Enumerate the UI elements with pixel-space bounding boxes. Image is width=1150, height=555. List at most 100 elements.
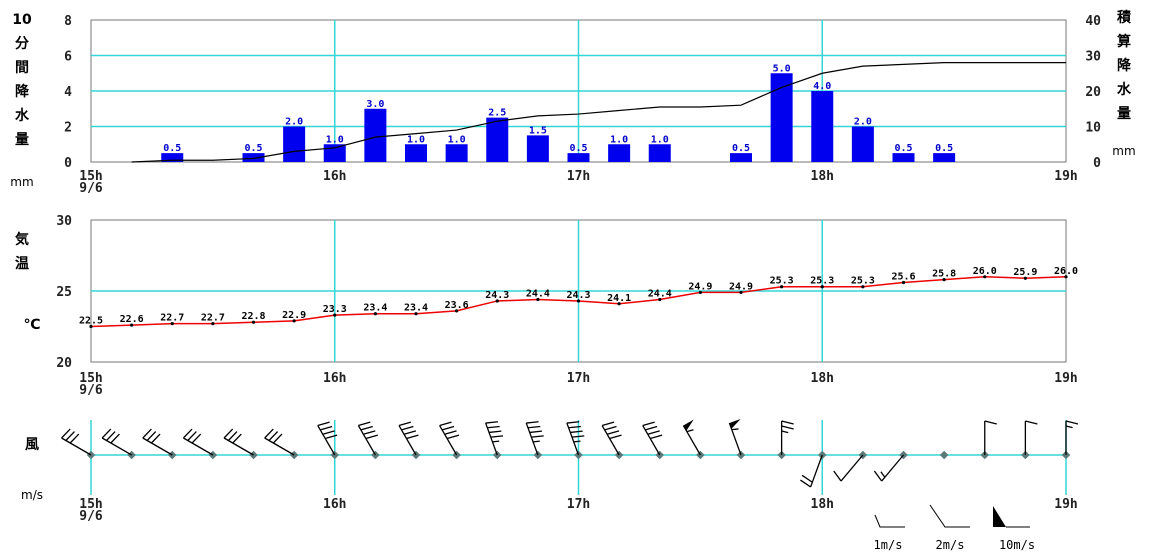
precipitation-date-label: 9/6: [79, 181, 103, 196]
precipitation-x-tick: 18h: [811, 169, 834, 184]
wind-barb-full: [606, 430, 620, 435]
cumulative-precipitation-label-char: 水: [1117, 81, 1132, 98]
wind-barb-full: [650, 434, 663, 440]
wind-barb-full: [101, 428, 112, 439]
wind-barb-full: [601, 421, 615, 427]
temperature-x-tick-labels: 15h 16h 17h 18h 19h 9/6: [79, 371, 1077, 398]
temperature-point: [333, 313, 337, 317]
precipitation-bar: [405, 144, 427, 162]
wind-x-tick: 17h: [567, 497, 590, 512]
temperature-value-label: 25.8: [932, 269, 956, 280]
wind-barb-full: [65, 431, 75, 441]
precipitation-bars: [161, 73, 956, 162]
temperature-value-label: 23.3: [323, 304, 347, 315]
wind-barb-full: [110, 433, 120, 444]
temperature-axis-label: 気温: [15, 231, 29, 272]
wind-barb-full: [444, 430, 457, 435]
precipitation-bar-label: 0.5: [935, 143, 953, 154]
temperature-unit: ℃: [24, 317, 41, 333]
temperature-point: [455, 309, 459, 313]
wind-barb-full: [223, 428, 234, 439]
wind-barb-full: [647, 430, 660, 435]
wind-barb-full: [490, 435, 504, 438]
wind-x-tick: 19h: [1054, 497, 1077, 512]
temperature-panel: 22.5 22.6 22.7 22.7 22.8 22.9 23.3 23.4 23.4 23.6…: [15, 214, 1078, 398]
precipitation-bar-label: 0.5: [244, 143, 262, 154]
precipitation-bar: [323, 144, 346, 162]
temperature-point: [1064, 275, 1068, 279]
temperature-point: [576, 299, 581, 303]
temperature-tick: 25: [56, 285, 72, 300]
temperature-value-label: 22.6: [120, 314, 144, 325]
temperature-x-tick: 18h: [811, 371, 834, 386]
precipitation-right-tick: 10: [1085, 121, 1101, 136]
temperature-point: [983, 275, 987, 279]
legend-barb-1ms: [874, 514, 905, 528]
wind-barb-full: [568, 425, 581, 429]
precipitation-x-tick: 19h: [1054, 169, 1077, 184]
precipitation-right-tick: 20: [1085, 85, 1101, 100]
temperature-x-tick: 16h: [323, 371, 346, 386]
wind-barb-full: [320, 425, 333, 431]
wind-barb-full: [182, 428, 193, 439]
precipitation-bar-label: 5.0: [773, 63, 791, 74]
precipitation-bar-label: 0.5: [732, 143, 750, 154]
precipitation-bar-label: 1.0: [326, 134, 344, 145]
wind-barb-full: [146, 431, 157, 441]
wind-barb-full: [527, 425, 541, 429]
temperature-tick: 20: [56, 356, 72, 371]
wind-barb-full: [325, 434, 338, 440]
cumulative-precipitation-label-char: 量: [1117, 106, 1131, 122]
wind-barb-full: [264, 428, 274, 439]
wind-barb-full: [833, 470, 842, 482]
precipitation-left-tick: 0: [64, 156, 72, 171]
wind-barb-shaft: [682, 425, 701, 456]
temperature-point: [414, 312, 418, 316]
temperature-point: [170, 322, 174, 326]
precipitation-x-tick: 17h: [567, 169, 590, 184]
wind-barb-full: [487, 425, 500, 429]
precipitation-bar-label: 1.0: [651, 134, 669, 145]
precipitation-left-label-char: 降: [15, 83, 30, 100]
wind-barb-full: [441, 425, 455, 431]
wind-barb-half: [573, 440, 581, 443]
temperature-value-label: 24.9: [688, 281, 712, 292]
precipitation-bar: [242, 153, 265, 162]
wind-barb-full: [1065, 420, 1079, 425]
temperature-x-tick: 17h: [567, 371, 590, 386]
precipitation-bar: [283, 126, 306, 162]
precipitation-left-unit: mm: [10, 175, 33, 189]
wind-barb-full: [570, 430, 583, 434]
wind-barb-half: [686, 429, 694, 433]
wind-barb-full: [566, 421, 580, 424]
temperature-x-tick: 19h: [1054, 371, 1077, 386]
temperature-point: [536, 297, 540, 302]
wind-barb-full: [191, 433, 202, 444]
precipitation-left-label-char: 10: [12, 12, 32, 28]
precipitation-bar-label: 1.0: [448, 134, 466, 145]
temperature-value-label: 22.5: [79, 316, 103, 327]
wind-barb-full: [232, 433, 242, 444]
wind-barb-full: [526, 421, 539, 424]
temperature-value-label: 22.9: [282, 310, 306, 321]
wind-barb-full: [317, 421, 330, 427]
temperature-value-label: 23.4: [363, 303, 387, 314]
legend-barb-2ms: [929, 504, 970, 528]
temperature-value-label: 23.6: [445, 300, 469, 311]
wind-barb-full: [187, 431, 197, 441]
wind-barb-full: [227, 431, 238, 441]
wind-barb-full: [142, 428, 152, 439]
wind-barb-full: [531, 435, 544, 438]
temperature-value-label: 24.4: [648, 289, 672, 300]
precipitation-right-tick: 0: [1093, 156, 1101, 171]
temperature-value-label: 24.3: [485, 290, 509, 301]
precipitation-left-tick-labels: 0 2 4 6 8: [64, 14, 72, 171]
temperature-label-char: 温: [15, 256, 29, 272]
temperature-value-label: 25.6: [891, 271, 915, 282]
legend-flag-10ms: [993, 506, 1006, 527]
wind-barb-full: [529, 430, 543, 434]
wind-barb-full: [645, 425, 658, 431]
wind-barb-full: [398, 421, 412, 427]
